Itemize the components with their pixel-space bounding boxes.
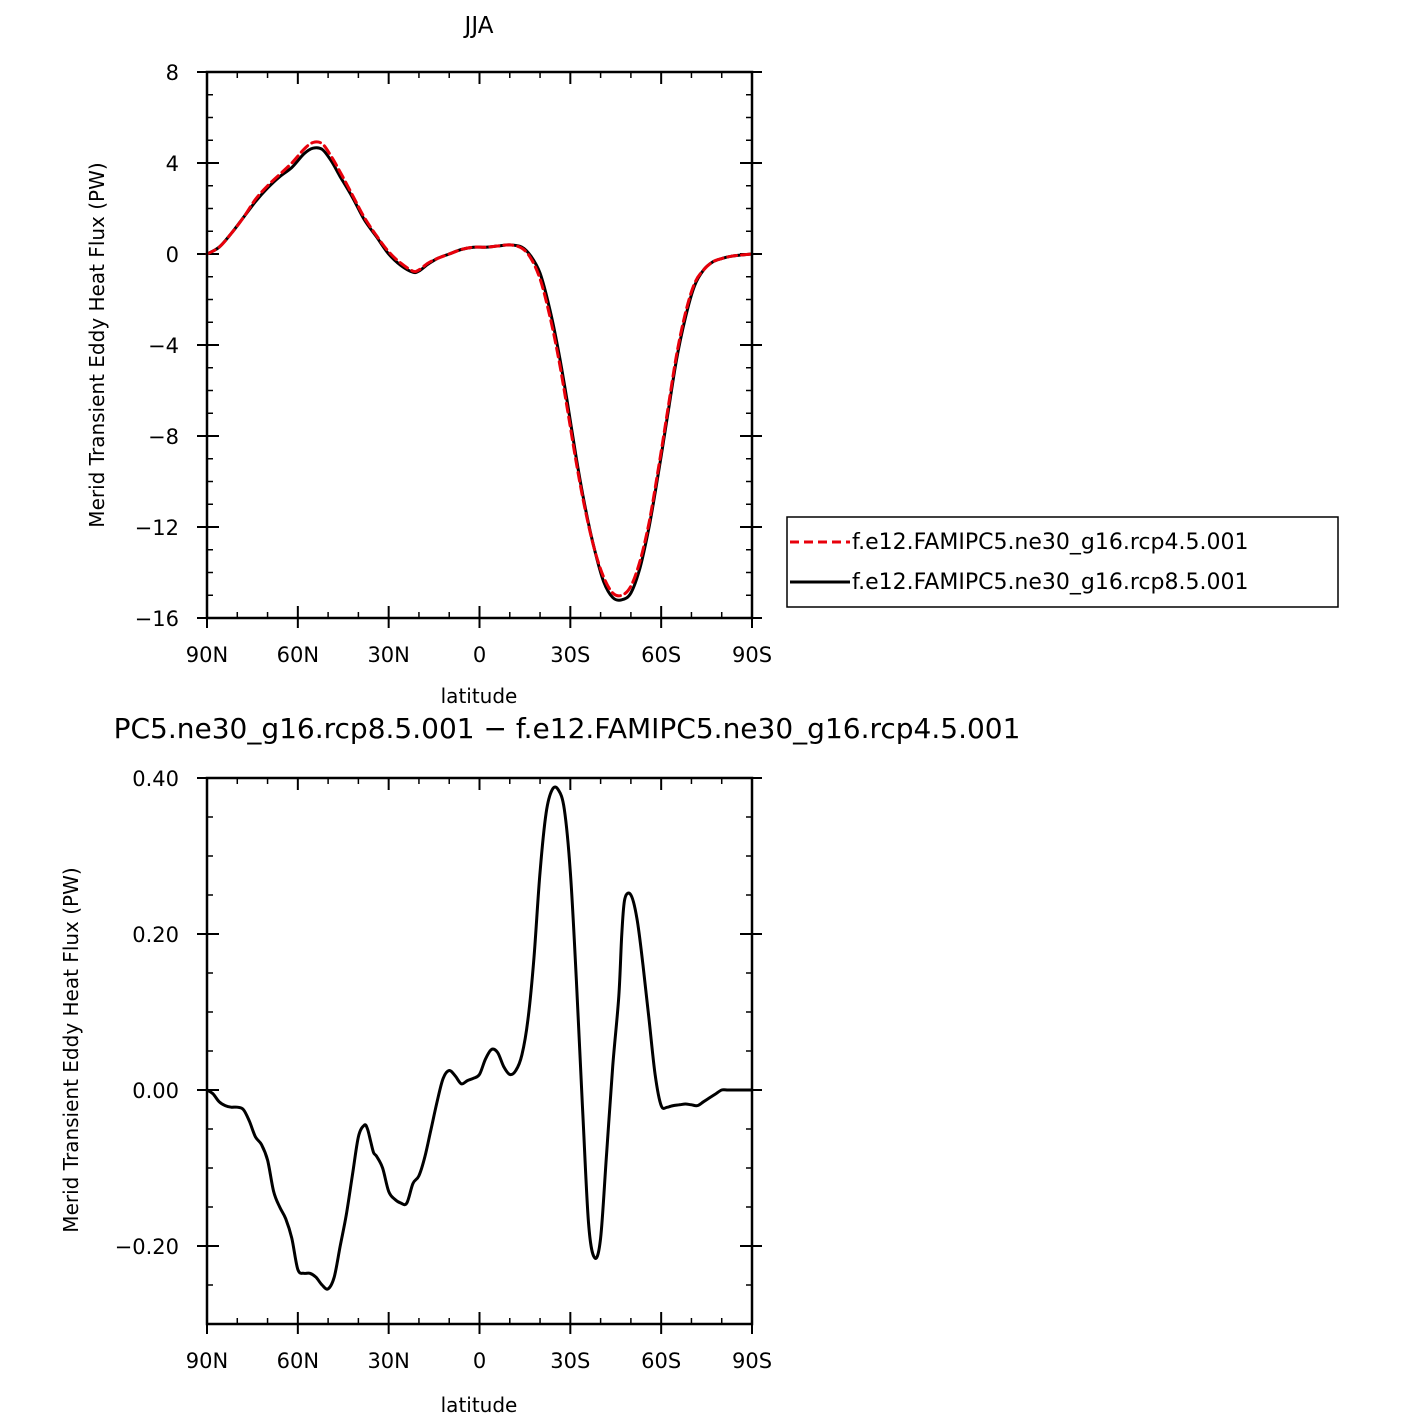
series-line-rcp45 bbox=[205, 140, 754, 598]
x-axis-label-bottom: latitude bbox=[441, 1393, 518, 1417]
plot-frame-bottom bbox=[205, 776, 754, 1326]
chart-title-bottom: PC5.ne30_g16.rcp8.5.001 − f.e12.FAMIPC5.… bbox=[114, 712, 1021, 745]
y-tick-label: 8 bbox=[166, 61, 179, 85]
x-tick-labels-bottom: 90N 60N 30N 0 30S 60S 90S bbox=[186, 1349, 772, 1373]
legend-label-rcp45: f.e12.FAMIPC5.ne30_g16.rcp4.5.001 bbox=[852, 530, 1248, 555]
x-tick-label: 30N bbox=[367, 643, 409, 667]
x-tick-label: 60N bbox=[277, 643, 319, 667]
x-tick-label: 90S bbox=[732, 1349, 772, 1373]
y-tick-label: −16 bbox=[135, 607, 179, 631]
chart-title-top: JJA bbox=[463, 13, 494, 39]
legend: f.e12.FAMIPC5.ne30_g16.rcp4.5.001 f.e12.… bbox=[786, 516, 1339, 608]
x-tick-label: 0 bbox=[473, 643, 486, 667]
x-tick-label: 30N bbox=[367, 1349, 409, 1373]
panel-bottom: PC5.ne30_g16.rcp8.5.001 − f.e12.FAMIPC5.… bbox=[59, 712, 1020, 1417]
series-lines-top bbox=[205, 140, 754, 602]
x-axis-label-top: latitude bbox=[441, 684, 518, 708]
x-tick-label: 30S bbox=[550, 643, 590, 667]
x-tick-label: 30S bbox=[550, 1349, 590, 1373]
x-tick-label: 90N bbox=[186, 643, 228, 667]
y-axis-label-bottom: Merid Transient Eddy Heat Flux (PW) bbox=[59, 867, 83, 1232]
y-tick-label: 0.40 bbox=[132, 767, 179, 791]
y-tick-label: 0 bbox=[166, 243, 179, 267]
legend-box bbox=[786, 516, 1339, 608]
x-tick-labels-top: 90N 60N 30N 0 30S 60S 90S bbox=[186, 643, 772, 667]
x-tick-label: 60S bbox=[641, 643, 681, 667]
y-tick-label: 4 bbox=[166, 152, 179, 176]
y-tick-label: −8 bbox=[148, 425, 179, 449]
y-tick-label: −4 bbox=[148, 334, 179, 358]
y-tick-label: 0.00 bbox=[132, 1079, 179, 1103]
legend-label-rcp85: f.e12.FAMIPC5.ne30_g16.rcp8.5.001 bbox=[852, 570, 1248, 595]
x-tick-label: 60S bbox=[641, 1349, 681, 1373]
panel-top: JJA Merid Transient Eddy Heat Flux (PW) … bbox=[85, 13, 1339, 708]
plot-frame-top bbox=[205, 70, 754, 620]
x-tick-label: 90N bbox=[186, 1349, 228, 1373]
y-tick-labels-top: 8 4 0 −4 −8 −12 −16 bbox=[135, 61, 179, 631]
x-tick-label: 90S bbox=[732, 643, 772, 667]
x-tick-label: 0 bbox=[473, 1349, 486, 1373]
x-tick-label: 60N bbox=[277, 1349, 319, 1373]
y-tick-labels-bottom: 0.40 0.20 0.00 −0.20 bbox=[115, 767, 179, 1259]
y-tick-label: −0.20 bbox=[115, 1235, 179, 1259]
series-lines-bottom bbox=[205, 785, 754, 1291]
y-axis-label-top: Merid Transient Eddy Heat Flux (PW) bbox=[85, 162, 109, 527]
series-line-difference bbox=[205, 785, 754, 1291]
y-tick-label: 0.20 bbox=[132, 923, 179, 947]
y-tick-label: −12 bbox=[135, 516, 179, 540]
tick-marks-bottom bbox=[197, 777, 762, 1334]
series-line-rcp85 bbox=[205, 146, 754, 602]
